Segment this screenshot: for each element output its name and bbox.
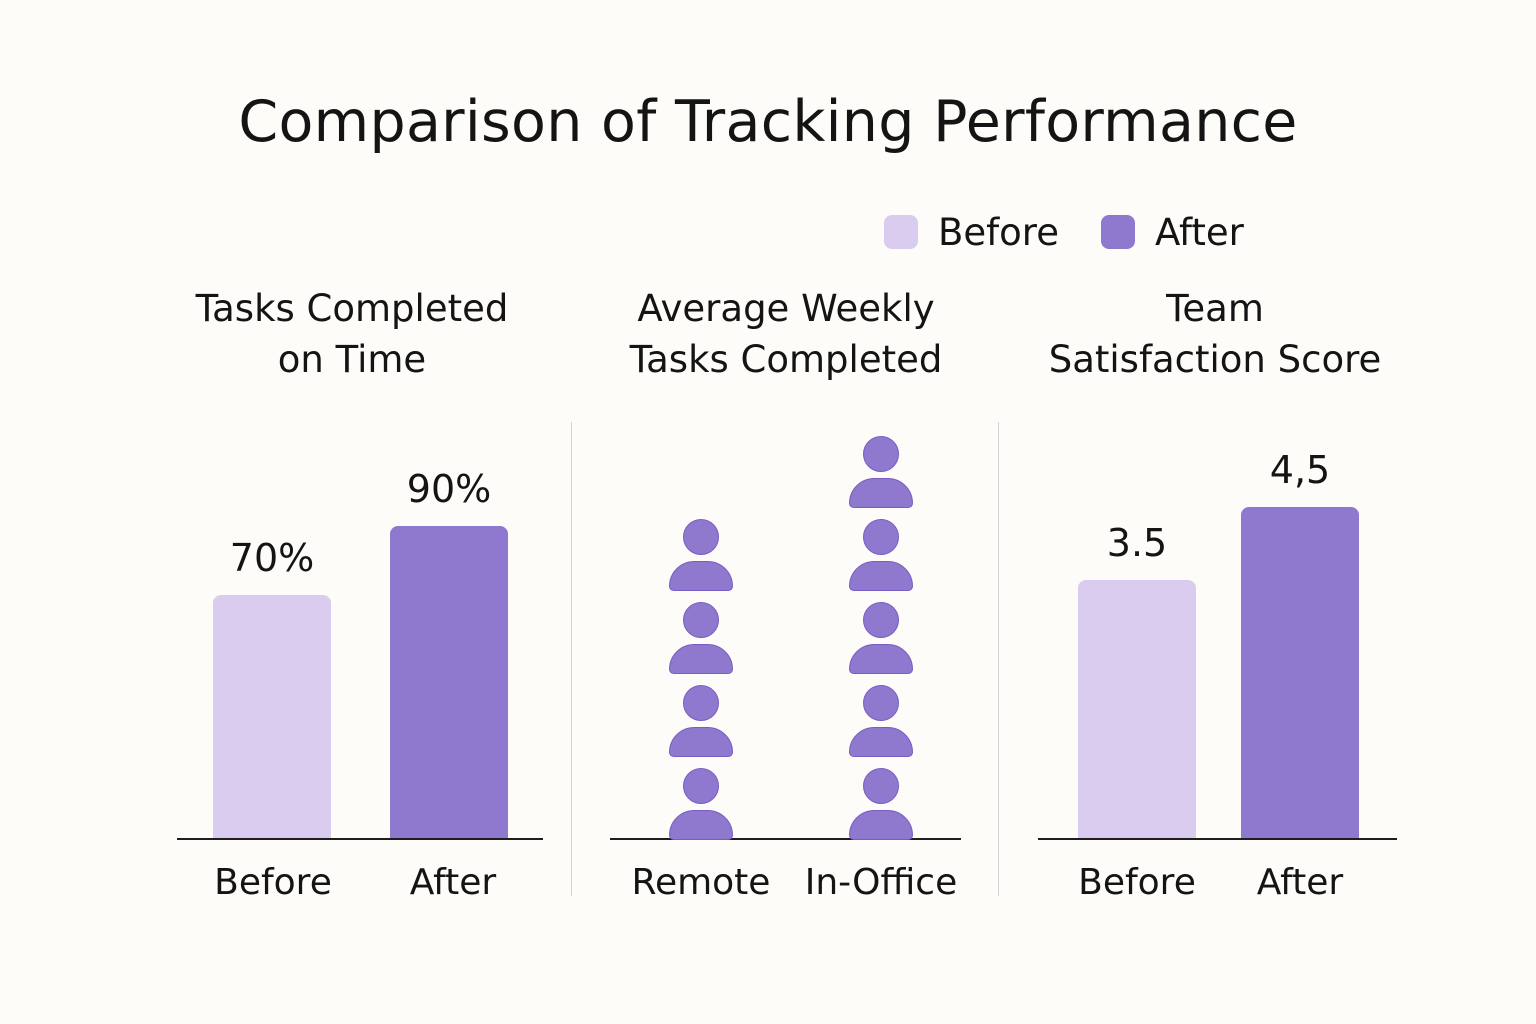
legend-swatch-before	[884, 215, 918, 249]
panel-title-tasks-on-time: Tasks Completed on Time	[195, 287, 509, 381]
panel-1-category-after: After	[409, 862, 497, 903]
panel-3-category-after: After	[1256, 862, 1344, 903]
panel-1-value-label-before: 70%	[229, 536, 315, 581]
person-icon-body	[669, 810, 733, 840]
legend-label-after: After	[1155, 210, 1244, 254]
person-icon	[669, 685, 735, 765]
legend-item-before: Before	[884, 210, 1059, 254]
legend-label-before: Before	[938, 210, 1059, 254]
person-icon	[849, 602, 915, 682]
panel-title-weekly-tasks: Average Weekly Tasks Completed	[629, 287, 943, 381]
person-icon-body	[849, 561, 913, 591]
person-icon	[849, 519, 915, 599]
person-icon-body	[669, 644, 733, 674]
panel-title-satisfaction: Team Satisfaction Score	[1048, 287, 1382, 381]
panel-2-baseline	[610, 838, 961, 840]
person-icon-body	[669, 727, 733, 757]
person-icon-head	[863, 436, 899, 472]
panel-2-category-in-office: In-Office	[804, 862, 958, 903]
person-icon	[849, 436, 915, 516]
person-icon-head	[863, 768, 899, 804]
legend-item-after: After	[1101, 210, 1244, 254]
person-icon-body	[669, 561, 733, 591]
panel-3-baseline	[1038, 838, 1397, 840]
panel-3-bar-after	[1241, 506, 1359, 838]
panel-3-value-label-before: 3.5	[1106, 521, 1168, 566]
person-icon	[669, 602, 735, 682]
chart-title: Comparison of Tracking Performance	[238, 89, 1298, 155]
person-icon	[849, 685, 915, 765]
panel-divider-2	[998, 422, 999, 896]
panel-3-value-label-after: 4,5	[1269, 447, 1331, 492]
person-icon-head	[683, 519, 719, 555]
person-icon-head	[863, 602, 899, 638]
person-icon	[849, 768, 915, 848]
panel-divider-1	[571, 422, 572, 896]
person-icon-body	[849, 810, 913, 840]
person-icon-head	[683, 602, 719, 638]
person-icon-head	[863, 685, 899, 721]
panel-1-value-label-after: 90%	[406, 466, 492, 511]
person-icon-head	[683, 685, 719, 721]
panel-3-category-before: Before	[1078, 862, 1196, 903]
person-icon	[669, 519, 735, 599]
person-icon-body	[849, 644, 913, 674]
panel-1-bar-after	[390, 525, 508, 838]
panel-1-category-before: Before	[214, 862, 332, 903]
person-icon-body	[849, 478, 913, 508]
person-icon-body	[849, 727, 913, 757]
panel-1-baseline	[177, 838, 543, 840]
person-icon	[669, 768, 735, 848]
legend-swatch-after	[1101, 215, 1135, 249]
panel-3-bar-before	[1078, 580, 1196, 838]
panel-2-category-remote: Remote	[631, 862, 771, 903]
person-icon-head	[863, 519, 899, 555]
panel-1-bar-before	[213, 595, 331, 838]
person-icon-head	[683, 768, 719, 804]
